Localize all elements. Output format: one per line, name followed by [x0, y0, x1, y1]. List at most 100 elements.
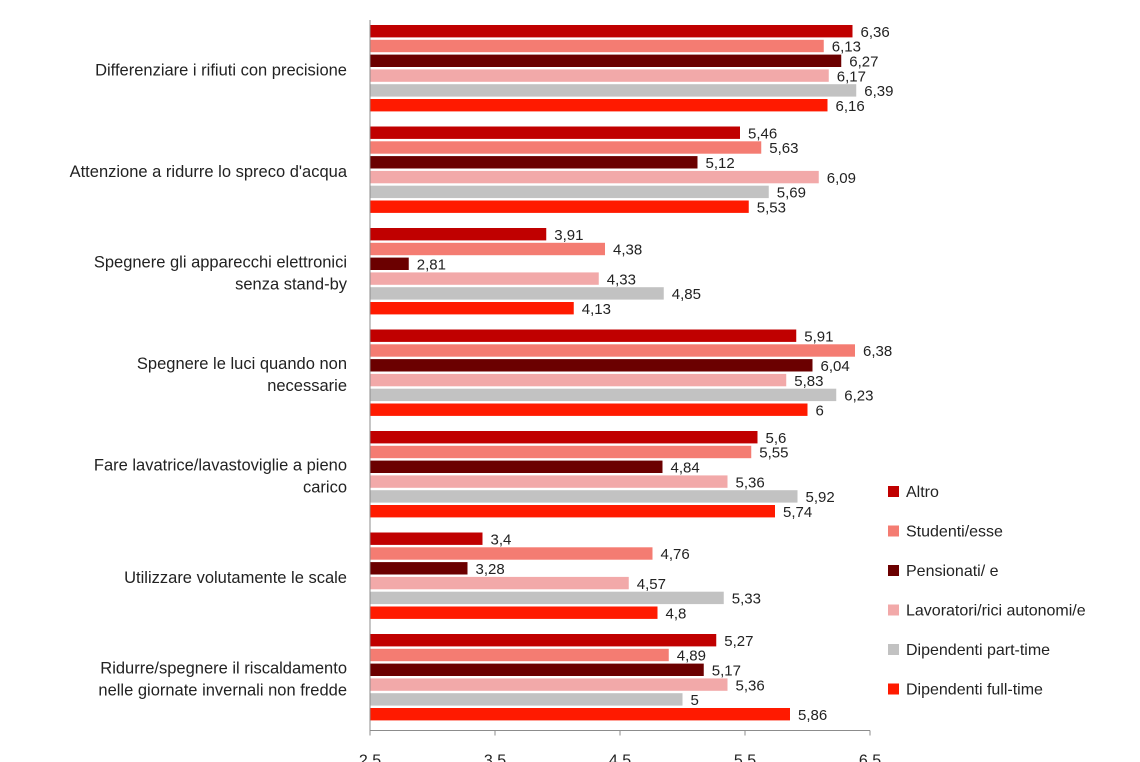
- data-label: 5,83: [794, 373, 823, 390]
- bar: [370, 532, 483, 545]
- data-label: 6,27: [849, 54, 878, 71]
- data-label: 5,86: [798, 707, 827, 724]
- data-label: 5,46: [748, 125, 777, 142]
- data-label: 5,6: [766, 430, 787, 447]
- bar: [370, 84, 857, 97]
- data-label: 6,23: [844, 388, 873, 405]
- legend-swatch: [888, 565, 899, 576]
- bar: [370, 388, 837, 402]
- data-label: 6,16: [836, 98, 865, 115]
- bar: [370, 562, 468, 575]
- bar: [370, 547, 653, 560]
- data-label: 3,91: [554, 227, 583, 244]
- bar: [370, 591, 724, 605]
- bar: [370, 693, 683, 706]
- category-label: Utilizzare volutamente le scale: [124, 569, 347, 587]
- x-tick-label: 2,5: [359, 753, 381, 762]
- bar: [370, 505, 775, 518]
- bar: [370, 257, 409, 270]
- bar: [370, 242, 605, 256]
- legend-label: Pensionati/ e: [906, 563, 999, 580]
- x-tick-label: 6,5: [859, 753, 881, 762]
- bar: [370, 126, 740, 139]
- data-label: 2,81: [417, 257, 446, 274]
- legend-label: Lavoratori/rici autonomi/e: [906, 603, 1086, 620]
- legend-swatch: [888, 683, 899, 695]
- bar: [370, 25, 853, 38]
- data-label: 5,36: [736, 474, 765, 491]
- legend-label: Altro: [906, 484, 939, 501]
- bar: [370, 576, 629, 590]
- bar: [370, 490, 798, 503]
- legend: Altro Studenti/esse Pensionati/ e Lavorator…: [888, 484, 1086, 699]
- x-tick-label: 3,5: [484, 753, 506, 762]
- data-label: 6: [816, 402, 824, 419]
- bars-group: 6,366,136,276,176,396,16 5,465,63 5,12 6,09…: [370, 24, 893, 724]
- bar: [370, 606, 658, 619]
- category-label: Spegnere gli apparecchi elettronici senza…: [94, 253, 348, 293]
- data-label: 6,17: [837, 68, 866, 85]
- legend-label: Dipendenti part-time: [906, 642, 1050, 659]
- data-label: 6,38: [863, 343, 892, 360]
- data-label: 4,8: [666, 605, 687, 622]
- bar: [370, 302, 574, 315]
- x-tick-label: 4,5: [609, 753, 631, 762]
- data-label: 5,92: [806, 489, 835, 506]
- bar: [370, 678, 728, 691]
- legend-swatch: [888, 644, 899, 655]
- data-label: 4,84: [671, 460, 700, 477]
- data-label: 4,76: [661, 546, 690, 563]
- data-label: 5,12: [706, 155, 735, 172]
- data-label: 5,36: [736, 677, 765, 694]
- data-label: 4,57: [637, 576, 666, 593]
- bar: [370, 344, 855, 357]
- legend-label: Dipendenti full-time: [906, 682, 1043, 699]
- bar: [370, 287, 664, 300]
- bar: [370, 39, 824, 53]
- legend-swatch: [888, 525, 899, 537]
- bar: [370, 431, 758, 444]
- bar: [370, 460, 663, 473]
- legend-swatch: [888, 486, 899, 497]
- bar: [370, 648, 669, 662]
- data-label: 6,04: [821, 358, 850, 375]
- bar: [370, 373, 787, 387]
- data-label: 4,13: [582, 301, 611, 318]
- bar: [370, 663, 704, 676]
- data-label: 6,09: [827, 170, 856, 187]
- data-label: 5,63: [769, 140, 798, 157]
- x-axis: 2,5 3,5 4,5 5,5 6,5: [359, 20, 881, 762]
- bar: [370, 329, 797, 342]
- data-label: 3,28: [476, 561, 505, 578]
- bar: [370, 359, 813, 372]
- bar: [370, 141, 762, 154]
- data-label: 5,55: [759, 445, 788, 462]
- bar: [370, 272, 599, 285]
- data-label: 6,13: [832, 39, 861, 56]
- bar: [370, 170, 819, 184]
- legend-swatch: [888, 604, 899, 616]
- bar: [370, 200, 749, 213]
- bar: [370, 69, 829, 82]
- data-label: 5,53: [757, 199, 786, 216]
- legend-label: Studenti/esse: [906, 524, 1003, 541]
- category-label: Fare lavatrice/lavastoviglie a pieno cari…: [94, 456, 347, 496]
- data-label: 4,89: [677, 648, 706, 665]
- category-labels: Differenziare i rifiuti con precisione At…: [70, 61, 348, 699]
- x-tick-label: 5,5: [734, 753, 756, 762]
- bar: [370, 708, 790, 721]
- bar: [370, 185, 769, 199]
- data-label: 5: [691, 692, 699, 709]
- data-label: 5,33: [732, 591, 761, 608]
- data-label: 4,38: [613, 242, 642, 259]
- data-label: 4,33: [607, 271, 636, 288]
- bar: [370, 634, 717, 647]
- data-label: 5,74: [783, 504, 812, 521]
- category-label: Differenziare i rifiuti con precisione: [95, 61, 347, 79]
- bar: [370, 228, 547, 241]
- category-label: Attenzione a ridurre lo spreco d'acqua: [70, 163, 348, 181]
- data-label: 5,17: [712, 663, 741, 680]
- data-label: 4,85: [672, 286, 701, 303]
- bar: [370, 99, 828, 112]
- bar: [370, 403, 808, 416]
